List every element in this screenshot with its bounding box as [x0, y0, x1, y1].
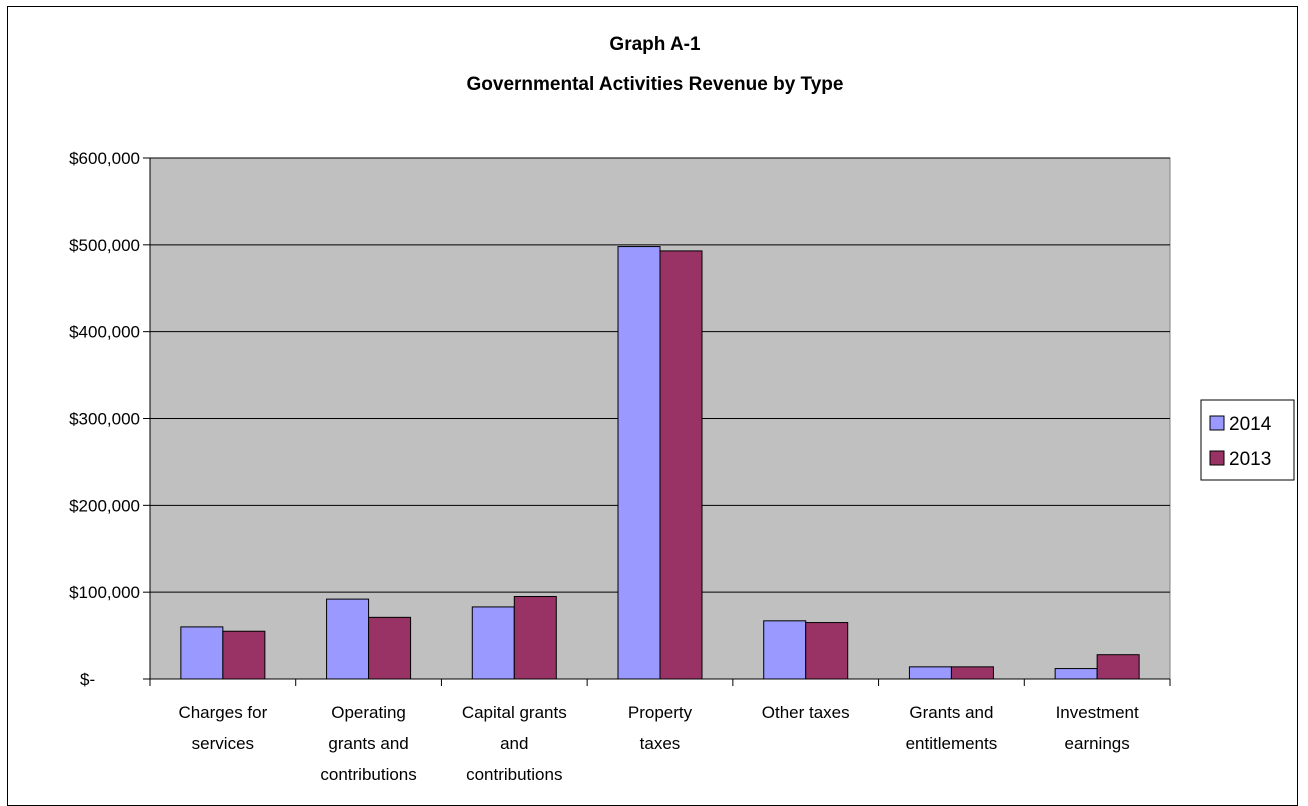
- x-axis-category-labels: Charges for services Operating grants and co…: [178, 703, 1139, 784]
- chart-title-line-1: Graph A-1: [609, 34, 701, 55]
- x-category-label-line: grants and: [328, 734, 408, 753]
- bar-2014: [617, 246, 661, 680]
- bar-2013: [950, 666, 994, 680]
- y-tick-label: $400,000: [69, 323, 140, 342]
- y-tick-label: $600,000: [69, 149, 140, 168]
- y-tick-label: $100,000: [69, 583, 140, 602]
- bar-2013: [805, 622, 849, 680]
- x-category-label: Investment earnings: [1056, 703, 1139, 753]
- x-category-label: Other taxes: [762, 703, 850, 722]
- x-category-label-line: contributions: [466, 765, 562, 784]
- x-category-label-line: Capital grants: [462, 703, 567, 722]
- x-category-label-line: Property: [628, 703, 693, 722]
- x-category-label-line: Grants and: [909, 703, 993, 722]
- legend-label-2014: 2014: [1229, 414, 1272, 435]
- bar-2013: [222, 630, 266, 680]
- y-axis-tick-labels: $- $100,000 $200,000 $300,000 $400,000 $500,0…: [69, 149, 140, 689]
- x-category-label-line: taxes: [640, 734, 681, 753]
- legend-label-2013: 2013: [1229, 449, 1271, 470]
- x-category-label: Property taxes: [628, 703, 693, 753]
- bars: [180, 246, 1140, 680]
- x-category-label: Operating grants and contributions: [320, 703, 416, 784]
- bar-2014: [763, 620, 807, 680]
- x-category-label-line: and: [500, 734, 528, 753]
- x-category-label-line: entitlements: [906, 734, 998, 753]
- x-category-label: Charges for services: [178, 703, 267, 753]
- x-category-label-line: Other taxes: [762, 703, 850, 722]
- bar-2014: [326, 598, 370, 680]
- y-tick-label: $300,000: [69, 410, 140, 429]
- legend: 2014 2013: [1200, 399, 1295, 481]
- x-category-label: Capital grants and contributions: [462, 703, 567, 784]
- y-tick-label: $-: [80, 670, 95, 689]
- x-category-label-line: earnings: [1065, 734, 1130, 753]
- bar-2013: [368, 616, 412, 680]
- bar-2014: [908, 666, 952, 680]
- x-category-label-line: services: [192, 734, 254, 753]
- legend-box: [1200, 399, 1295, 481]
- chart-title-line-2: Governmental Activities Revenue by Type: [467, 74, 844, 95]
- bar-2014: [1054, 668, 1098, 680]
- legend-swatch-2014: [1209, 415, 1225, 431]
- y-tick-label: $200,000: [69, 496, 140, 515]
- bar-2013: [659, 250, 703, 680]
- axes: [143, 157, 1171, 686]
- x-category-label-line: Operating: [331, 703, 406, 722]
- bar-2014: [471, 606, 515, 680]
- x-category-label-line: Investment: [1056, 703, 1139, 722]
- bar-2013: [1096, 654, 1140, 680]
- x-category-label: Grants and entitlements: [906, 703, 998, 753]
- x-category-label-line: Charges for: [178, 703, 267, 722]
- y-tick-label: $500,000: [69, 236, 140, 255]
- x-category-label-line: contributions: [320, 765, 416, 784]
- bar-2013: [513, 596, 557, 680]
- legend-swatch-2013: [1209, 450, 1225, 466]
- bar-2014: [180, 626, 224, 680]
